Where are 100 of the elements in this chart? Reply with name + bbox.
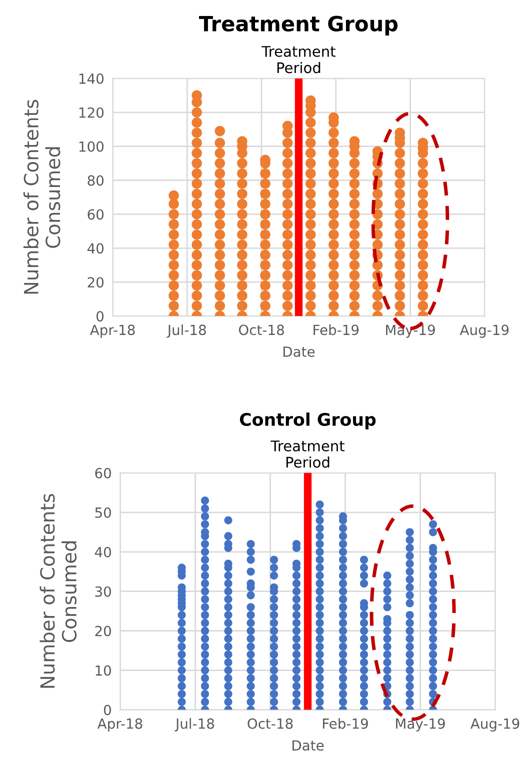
point <box>178 666 186 674</box>
point <box>214 300 226 312</box>
point <box>224 682 232 690</box>
point <box>428 674 438 682</box>
point <box>349 270 360 280</box>
y-tick-label: 0 <box>104 704 111 716</box>
point <box>168 270 179 280</box>
point <box>316 666 324 674</box>
point <box>200 658 210 666</box>
point <box>394 300 406 312</box>
point <box>349 158 360 168</box>
point <box>200 556 210 564</box>
point <box>383 595 392 604</box>
point <box>260 198 270 210</box>
point <box>200 650 210 659</box>
point <box>360 626 368 635</box>
point <box>224 634 232 643</box>
point <box>328 128 339 138</box>
point <box>360 556 368 564</box>
point <box>200 674 210 682</box>
point <box>260 280 270 291</box>
point <box>292 610 301 620</box>
point <box>383 572 392 580</box>
x-tick-label: Jul-18 <box>174 718 214 732</box>
point <box>200 603 210 612</box>
point <box>192 198 202 210</box>
point <box>349 168 360 179</box>
point <box>406 674 414 682</box>
point <box>406 599 414 608</box>
point <box>349 178 360 189</box>
point <box>237 240 248 250</box>
point <box>406 650 414 659</box>
point <box>328 219 339 230</box>
point <box>237 178 248 189</box>
point <box>383 650 392 659</box>
point <box>372 290 383 301</box>
point <box>214 158 226 168</box>
point <box>168 229 179 240</box>
point <box>305 188 316 200</box>
point <box>328 260 339 270</box>
point <box>372 300 383 312</box>
point <box>282 300 293 312</box>
point <box>428 650 438 659</box>
point <box>328 148 339 158</box>
point <box>338 626 348 635</box>
point <box>260 300 270 312</box>
point <box>246 674 255 682</box>
point <box>200 634 210 643</box>
x-tick-label: Oct-18 <box>248 718 293 729</box>
point <box>200 540 210 548</box>
point <box>224 674 232 682</box>
point <box>338 548 348 556</box>
point <box>224 618 232 627</box>
point <box>383 642 392 651</box>
y-tick-label: 10 <box>96 665 111 676</box>
x-tick-label: Feb-19 <box>322 718 368 729</box>
y-axis-title: Number of Contents Consumed <box>23 100 60 294</box>
point <box>428 595 438 604</box>
point <box>200 548 210 556</box>
point <box>237 270 248 280</box>
point <box>338 658 348 666</box>
point <box>246 603 255 612</box>
point <box>168 219 179 230</box>
point <box>328 178 339 189</box>
point <box>406 634 414 643</box>
ref-line-label: Treatment Period <box>270 440 345 468</box>
point <box>200 564 210 572</box>
point <box>338 674 348 682</box>
point <box>360 682 368 690</box>
point <box>316 682 324 690</box>
point <box>305 138 316 148</box>
point <box>383 698 392 706</box>
point <box>349 188 360 200</box>
point <box>237 229 248 240</box>
point <box>178 634 186 643</box>
point <box>178 698 186 706</box>
point <box>270 642 278 651</box>
point <box>406 568 414 576</box>
point <box>246 690 255 698</box>
point <box>246 698 255 706</box>
point <box>214 126 226 136</box>
point <box>428 572 438 580</box>
y-tick-label: 50 <box>95 507 111 518</box>
point <box>394 219 406 230</box>
point <box>328 198 339 210</box>
point <box>316 634 324 643</box>
point <box>349 229 360 240</box>
point <box>200 698 210 706</box>
point <box>214 168 226 179</box>
point <box>316 532 324 540</box>
point <box>270 603 278 612</box>
point <box>178 690 186 698</box>
point <box>214 138 226 148</box>
point <box>192 260 202 270</box>
point <box>192 188 202 200</box>
point <box>200 626 210 635</box>
point <box>394 290 406 301</box>
point <box>282 178 293 189</box>
y-tick-label: 60 <box>95 468 111 478</box>
point <box>214 270 226 280</box>
